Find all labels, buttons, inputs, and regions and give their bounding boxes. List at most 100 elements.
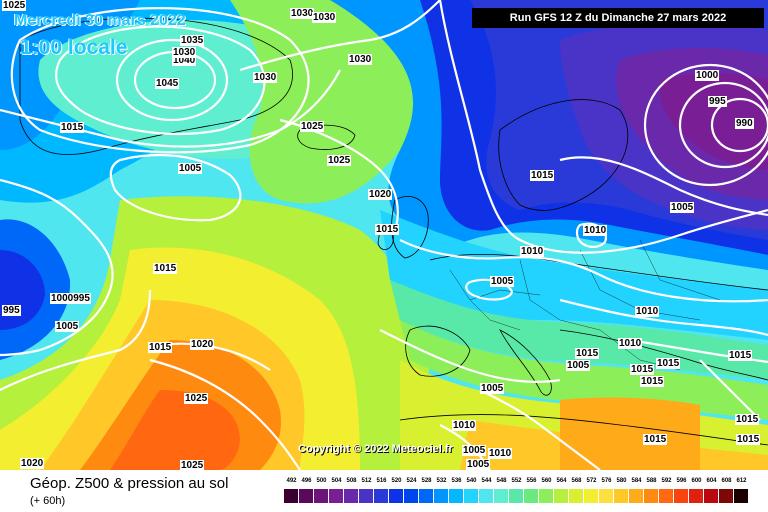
- coast-balkans: [559, 329, 768, 381]
- isobar-label: 1005: [178, 163, 203, 174]
- isobar-990: [710, 97, 768, 153]
- isobar-label: 1010: [488, 448, 513, 459]
- isobar-label: 1015: [735, 414, 760, 425]
- legend-swatch: [389, 489, 404, 503]
- isobar-1030-west: [10, 7, 310, 154]
- isobar-label: 1035: [180, 35, 205, 46]
- legend-swatch: [314, 489, 329, 503]
- isobar-label: 1015: [153, 263, 178, 274]
- isobar-label: 1030: [290, 8, 315, 19]
- legend-tick-label: 540: [466, 478, 477, 484]
- legend-tick-label: 528: [421, 478, 432, 484]
- legend-swatch: [584, 489, 599, 503]
- isobar-label: 1010: [520, 246, 545, 257]
- legend-tick-label: 608: [721, 478, 732, 484]
- isobar-label: 1000: [695, 70, 720, 81]
- legend-swatch: [659, 489, 674, 503]
- coast-iceland: [297, 124, 356, 150]
- legend-swatch: [719, 489, 734, 503]
- isobar-label: 1030: [253, 72, 278, 83]
- legend-tick-label: 572: [586, 478, 597, 484]
- legend-swatch: [704, 489, 719, 503]
- field-band-orange-deep: [110, 390, 240, 470]
- legend-tick-label: 576: [601, 478, 612, 484]
- field-band-low-core: [660, 73, 768, 170]
- isobar-label: 1025: [184, 393, 209, 404]
- legend-swatch: [419, 489, 434, 503]
- isobar-1030-north: [239, 0, 441, 72]
- isobar-label: 1045: [155, 78, 180, 89]
- isobar-1005-north: [559, 156, 768, 217]
- isobar-label: 1015: [728, 350, 753, 361]
- isobar-label: 1005: [490, 276, 515, 287]
- isobar-label: 1025: [2, 0, 27, 11]
- isobar-label: 1005: [466, 459, 491, 470]
- legend-tick-label: 524: [406, 478, 417, 484]
- isobar-label: 1010: [618, 338, 643, 349]
- isobar-1000: [643, 63, 768, 187]
- isobar-label: 1015: [656, 358, 681, 369]
- chart-footer: Géop. Z500 & pression au sol (+ 60h) 492…: [0, 470, 768, 512]
- border-b: [519, 259, 601, 331]
- legend-tick-label: 584: [631, 478, 642, 484]
- isobar-label: 1020: [20, 458, 45, 469]
- isobar-label: 1030: [172, 47, 197, 58]
- legend-swatch: [344, 489, 359, 503]
- legend-swatch: [644, 489, 659, 503]
- isobar-1015-balkan: [629, 338, 768, 364]
- isobar-label: 1010: [635, 306, 660, 317]
- isobar-label: 1015: [643, 434, 668, 445]
- legend-tick-label: 532: [436, 478, 447, 484]
- isobar-1025-south: [149, 358, 301, 470]
- isobar-label: 1015: [575, 348, 600, 359]
- coast-iberia: [405, 325, 471, 377]
- isobars: [0, 0, 768, 470]
- isobar-label: 1015: [736, 434, 761, 445]
- legend-tick-label: 516: [376, 478, 387, 484]
- isobar-label: 1005: [566, 360, 591, 371]
- copyright-text: Copyright © 2022 Meteociel.fr: [298, 443, 453, 455]
- isobar-1005-med: [479, 389, 601, 470]
- isobar-1015-med: [379, 329, 561, 384]
- isobar-label: 1020: [190, 339, 215, 350]
- isobar-label: 1025: [327, 155, 352, 166]
- legend-swatch: [629, 489, 644, 503]
- legend-tick-label: 508: [346, 478, 357, 484]
- isobar-label: 1010: [452, 420, 477, 431]
- isobar-995: [678, 81, 768, 169]
- legend-swatch: [614, 489, 629, 503]
- legend-swatch: [599, 489, 614, 503]
- legend-swatch: [554, 489, 569, 503]
- legend-swatch: [359, 489, 374, 503]
- isobar-label: 1015: [640, 376, 665, 387]
- isobar-1015-sw: [0, 289, 152, 391]
- forecast-step: (+ 60h): [30, 495, 66, 507]
- legend-tick-label: 556: [526, 478, 537, 484]
- legend-tick-label: 580: [616, 478, 627, 484]
- isobar-label: 1000995: [50, 293, 91, 304]
- isobar-label: 1015: [630, 364, 655, 375]
- isobar-1035: [55, 25, 266, 135]
- isobar-label: 1005: [462, 445, 487, 456]
- isobar-label: 990: [735, 118, 754, 129]
- isobar-1015-north: [438, 0, 768, 254]
- isobar-label: 1005: [480, 383, 505, 394]
- legend-tick-label: 492: [286, 478, 297, 484]
- isobar-label: 1005: [55, 321, 80, 332]
- legend-swatch: [524, 489, 539, 503]
- isobar-1005-ring: [109, 153, 242, 222]
- legend-tick-label: 592: [661, 478, 672, 484]
- legend-tick-label: 596: [676, 478, 687, 484]
- local-time: 1:00 locale: [20, 36, 128, 59]
- legend-swatch: [689, 489, 704, 503]
- legend-swatch: [479, 489, 494, 503]
- chart-title: Géop. Z500 & pression au sol: [30, 475, 229, 492]
- isobar-label: 1025: [180, 460, 205, 470]
- forecast-date: Mercredi 30 mars 2022: [14, 12, 186, 29]
- legend-swatch: [449, 489, 464, 503]
- isobar-label: 995: [708, 96, 727, 107]
- geopotential-field: [0, 0, 768, 470]
- legend-swatch: [464, 489, 479, 503]
- legend-swatch: [494, 489, 509, 503]
- legend-swatch: [569, 489, 584, 503]
